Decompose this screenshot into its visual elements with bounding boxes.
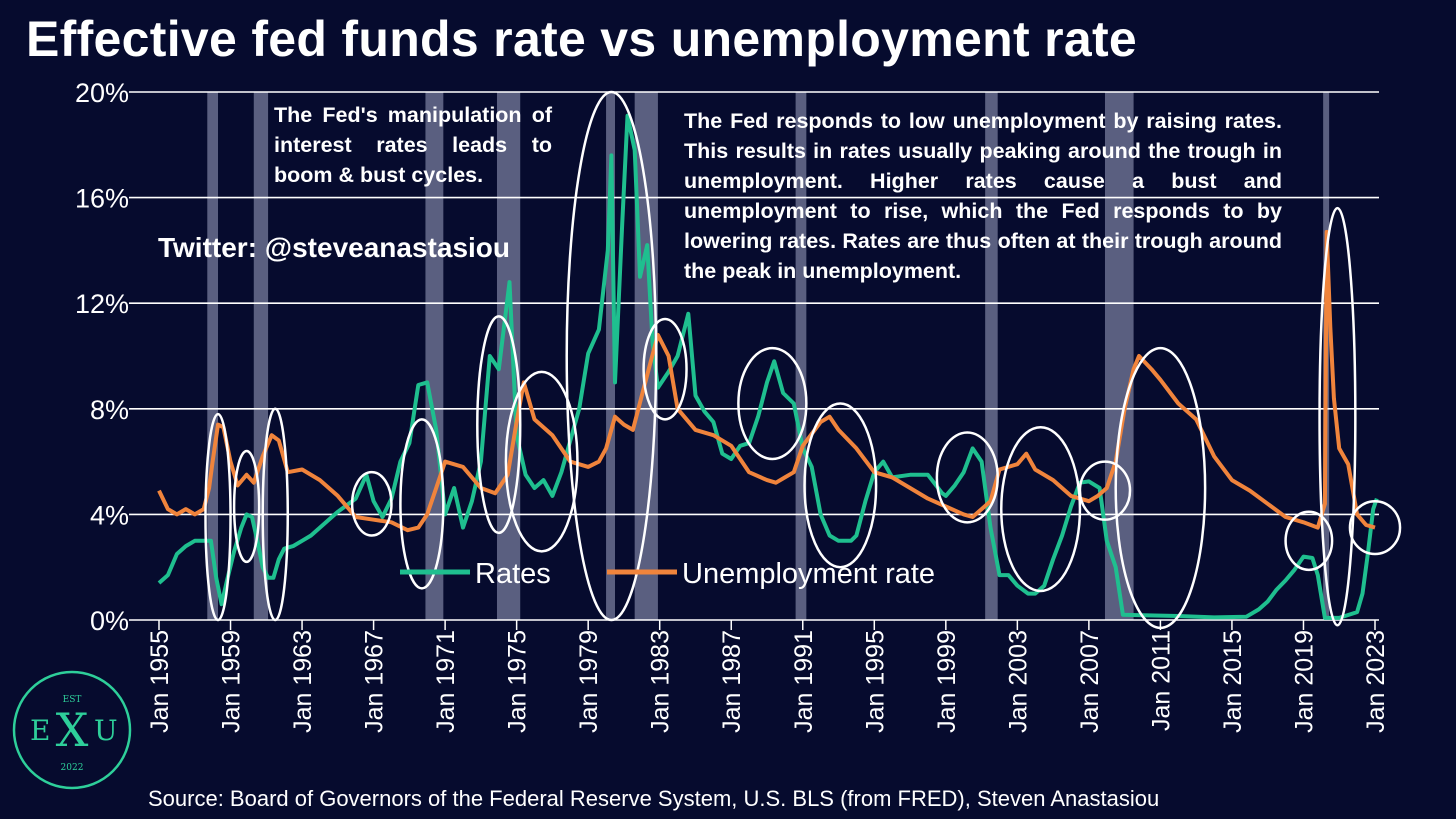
highlight-ellipse <box>204 412 232 622</box>
gridlines <box>129 91 1379 621</box>
recession-band <box>795 92 807 620</box>
x-tick-label: Jan 2023 <box>1362 630 1390 733</box>
highlight-ellipse <box>565 90 658 622</box>
highlight-ellipse <box>1078 460 1132 521</box>
recession-band <box>207 92 219 620</box>
chart-title: Effective fed funds rate vs unemployment… <box>26 11 1138 67</box>
x-tick-label: Jan 1959 <box>218 630 246 733</box>
x-tick-label: Jan 2007 <box>1076 630 1104 733</box>
y-tick-label: 4% <box>90 500 129 530</box>
recession-band <box>496 92 521 620</box>
legend-label: Unemployment rate <box>682 558 935 590</box>
twitter-handle: Twitter: @steveanastasiou <box>158 232 510 263</box>
highlight-ellipse <box>1114 346 1207 630</box>
highlight-ellipses <box>204 90 1402 630</box>
recession-band <box>634 92 658 620</box>
logo-ring <box>12 670 132 790</box>
x-tick-label: Jan 1999 <box>933 630 961 733</box>
legend-label: Rates <box>475 558 551 590</box>
highlight-ellipse <box>803 402 878 569</box>
highlight-ellipse <box>935 431 999 524</box>
series-lines <box>157 113 1379 620</box>
x-tick-label: Jan 2015 <box>1219 630 1247 733</box>
x-tick-label: Jan 1967 <box>361 630 389 733</box>
recession-band <box>606 92 615 620</box>
recession-band <box>1104 92 1134 620</box>
highlight-ellipse <box>261 407 290 622</box>
highlight-ellipse <box>504 370 579 553</box>
logo-letter-x: X <box>56 703 89 757</box>
highlight-ellipse <box>232 449 261 564</box>
x-tick-label: Jan 1987 <box>718 630 746 733</box>
x-tick-label: Jan 1963 <box>289 630 317 733</box>
logo-year: 2022 <box>61 763 84 773</box>
rates-line <box>157 113 1379 620</box>
exu-logo: EST E X U 2022 <box>12 670 132 790</box>
y-tick-label: 20% <box>75 78 129 108</box>
x-axis-ticks: Jan 1955 Jan 1959 Jan 1963 Jan 1967 Jan 1971… <box>146 620 1390 733</box>
logo-est: EST <box>63 695 82 705</box>
source-note: Source: Board of Governors of the Federa… <box>148 786 1160 811</box>
x-tick-label: Jan 1983 <box>647 630 675 733</box>
y-axis-ticks: 0% 4% 8% 12% 16% 20% <box>75 78 129 636</box>
x-tick-label: Jan 2003 <box>1004 630 1032 733</box>
x-tick-label: Jan 1955 <box>146 630 174 733</box>
x-tick-label: Jan 1971 <box>432 630 460 733</box>
recession-bands <box>207 92 1330 620</box>
annotation-boom-bust: The Fed's manipulation of interest rates… <box>274 103 552 187</box>
legend: Rates Unemployment rate <box>400 558 935 590</box>
highlight-ellipse <box>1318 206 1357 627</box>
highlight-ellipse <box>350 470 393 537</box>
x-tick-label: Jan 1979 <box>575 630 603 733</box>
recession-band <box>425 92 444 620</box>
y-tick-label: 8% <box>90 395 129 425</box>
x-tick-label: Jan 1975 <box>504 630 532 733</box>
highlight-ellipse <box>476 315 522 535</box>
logo-letter-e: E <box>30 714 50 747</box>
highlight-ellipse <box>737 346 808 461</box>
x-tick-label: Jan 2011 <box>1147 630 1175 731</box>
y-tick-label: 0% <box>90 606 129 636</box>
y-tick-label: 16% <box>75 184 129 214</box>
highlight-ellipse <box>1284 510 1334 572</box>
x-tick-label: Jan 2019 <box>1290 630 1318 733</box>
highlight-ellipse <box>399 418 445 590</box>
annotation-fed-response: The Fed responds to low unemployment by … <box>684 109 1282 283</box>
highlight-ellipse <box>1348 499 1402 556</box>
logo-letter-u: U <box>94 714 118 747</box>
highlight-ellipse <box>642 317 688 421</box>
x-tick-label: Jan 1995 <box>861 630 889 733</box>
highlight-ellipse <box>1000 426 1082 593</box>
x-tick-label: Jan 1991 <box>790 630 818 733</box>
y-tick-label: 12% <box>75 289 129 319</box>
unemployment-line <box>157 229 1376 533</box>
